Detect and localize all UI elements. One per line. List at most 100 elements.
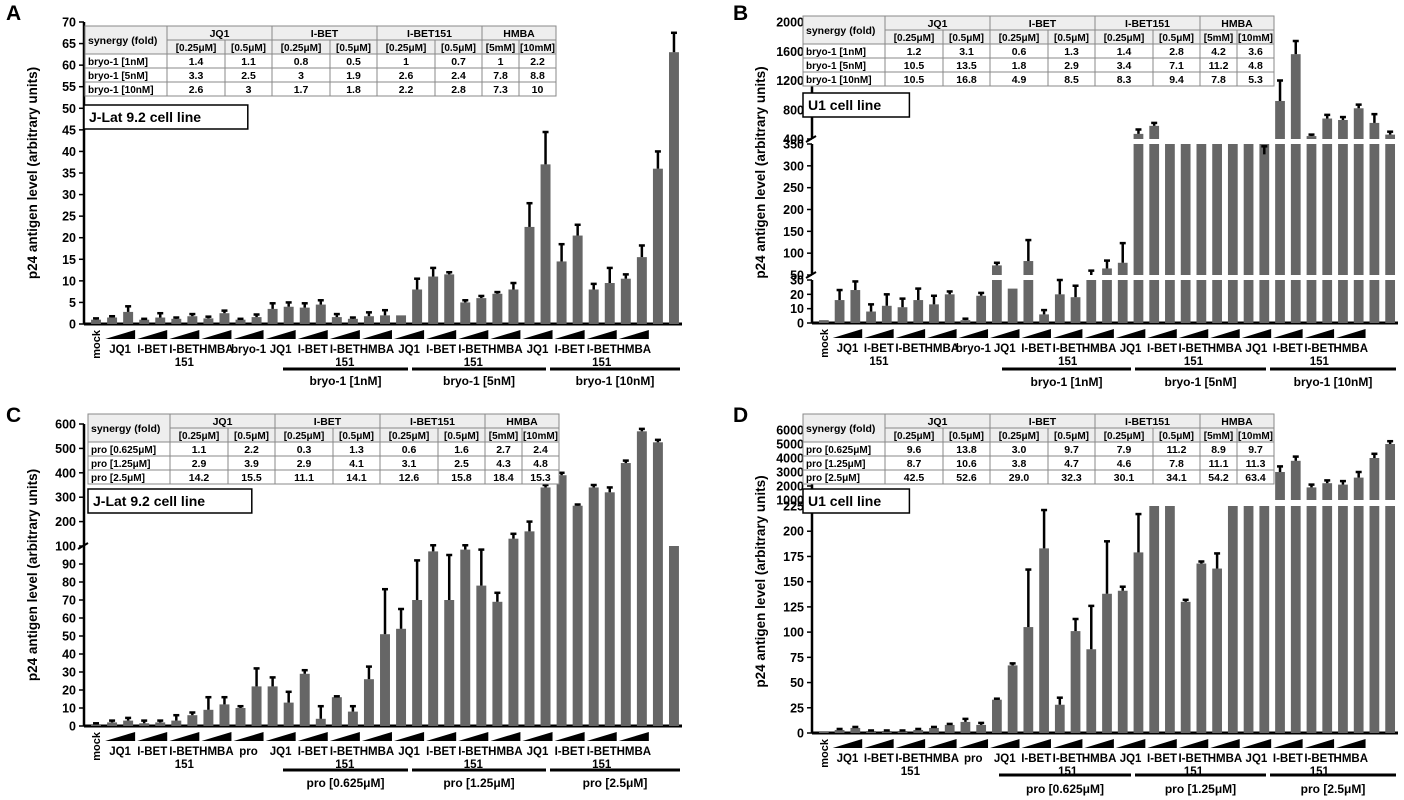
y-tick-label: 10 (62, 702, 76, 716)
bar-upper (556, 475, 567, 546)
table-cell: 30.1 (1114, 472, 1135, 484)
table-cell: 9.4 (1169, 74, 1184, 86)
table-cell: 4.6 (1117, 458, 1132, 470)
x-tick-label-line: HMBA (488, 746, 523, 758)
x-tick-label: bryo-1 (956, 343, 992, 355)
bar (91, 724, 102, 726)
table-cell: 8.8 (530, 70, 545, 82)
table-cell: 3.9 (244, 458, 259, 470)
y-tick-label: 5000 (776, 438, 804, 452)
y-tick-label: 100 (55, 540, 76, 554)
bar (428, 276, 439, 324)
bar (1290, 506, 1301, 733)
y-tick-label: 250 (783, 181, 804, 195)
cell-line-label: U1 cell line (808, 493, 881, 509)
synergy-table: synergy (fold) JQ1 I-BET I-BET151 HMBA [0.25μ… (87, 413, 560, 485)
x-tick-label-line: I-BET (1053, 753, 1083, 765)
bar (1385, 506, 1396, 733)
concentration-ramp (426, 330, 457, 339)
concentration-ramp (1021, 739, 1051, 748)
table-group-header: I-BET (1029, 416, 1057, 428)
x-tick-label: JQ1 (1246, 343, 1268, 355)
group-bracket-label: bryo-1 [10nM] (576, 374, 655, 388)
y-tick-label: 80 (62, 576, 76, 590)
x-tick-label-line: 151 (175, 759, 195, 771)
bar (524, 226, 535, 324)
table-cell: 4.3 (496, 458, 511, 470)
concentration-ramp (1147, 739, 1177, 748)
bar (668, 52, 679, 324)
table-cell: 9.7 (1248, 444, 1263, 456)
table-cell: 10.6 (956, 458, 977, 470)
concentration-ramp (958, 329, 989, 338)
concentration-ramp (297, 732, 328, 741)
bar (1212, 280, 1222, 323)
bar (1290, 280, 1301, 323)
x-tick-label: I-BET 151 (458, 746, 488, 771)
table-cell: 1.1 (241, 56, 256, 68)
x-tick-label-line: HMBA (925, 753, 960, 765)
table-row-label: pro [1.25μM] (91, 459, 150, 470)
x-tick-label: JQ1 (527, 344, 549, 356)
table-cell: 8.3 (1117, 74, 1132, 86)
synergy-table: synergy (fold) JQ1 I-BET I-BET151 HMBA [0.25μ… (802, 15, 1275, 87)
table-subheader: [5mM] (1204, 33, 1233, 44)
bar (1070, 297, 1081, 323)
bar (1149, 280, 1160, 323)
group-bracket-label: pro [0.625μM] (1026, 782, 1104, 796)
table-group-header: I-BET (314, 416, 342, 428)
bar (1243, 506, 1254, 733)
bar (1054, 704, 1065, 733)
panel-letter: C (6, 404, 21, 427)
table-cell: 2.2 (530, 56, 545, 68)
concentration-ramp (895, 329, 926, 338)
table-cell: 7.8 (1211, 74, 1226, 86)
bar (834, 300, 845, 323)
table-group-header: I-BET (1029, 18, 1057, 30)
bar (1259, 144, 1270, 275)
y-tick-label: 10 (62, 274, 76, 288)
table-cell: 2.6 (189, 84, 204, 96)
bar (1149, 144, 1160, 275)
bar (866, 730, 876, 733)
x-tick-label: I-BET 151 (330, 344, 360, 369)
x-tick-label-line: I-BET (1021, 343, 1051, 355)
table-cell: 0.5 (346, 56, 361, 68)
x-tick-label: I-BET (1147, 343, 1177, 355)
bar (976, 295, 987, 323)
y-axis-label: p24 antigen level (arbitrary units) (25, 67, 40, 279)
bar (1243, 280, 1254, 323)
table-subheader: [0.25μM] (894, 33, 935, 44)
group-bracket-label: pro [0.625μM] (306, 776, 384, 790)
x-tick-label-line: I-BET (1147, 343, 1177, 355)
y-tick-label: 20 (62, 684, 76, 698)
bar (139, 723, 150, 726)
concentration-ramp (522, 732, 553, 741)
x-tick-label-line: 151 (175, 357, 195, 369)
bar (944, 724, 955, 733)
bar (187, 316, 198, 324)
table-body-bg (84, 53, 557, 97)
x-tick-label-line: JQ1 (837, 753, 859, 765)
x-tick-label: JQ1 (1246, 753, 1268, 765)
table-cell: 2.7 (496, 444, 511, 456)
concentration-ramp (895, 739, 926, 748)
table-subheader: [0.25μM] (1104, 33, 1145, 44)
table-cell: 1.1 (192, 444, 207, 456)
table-row-label: bryo-1 [5nM] (88, 71, 148, 82)
bar (267, 686, 278, 726)
table-cell: 1 (498, 56, 504, 68)
table-cell: 3.1 (402, 458, 417, 470)
table-row-label: bryo-1 [10nM] (806, 75, 872, 86)
bar (1259, 506, 1270, 733)
x-tick-label-line: HMBA (199, 746, 234, 758)
bar (299, 673, 310, 726)
bar (412, 600, 423, 726)
x-tick-label-line: JQ1 (837, 343, 859, 355)
bar (556, 261, 567, 324)
x-tick-label-line: I-BET (895, 343, 925, 355)
x-tick-label: HMBA (925, 343, 960, 355)
bar (572, 546, 583, 726)
